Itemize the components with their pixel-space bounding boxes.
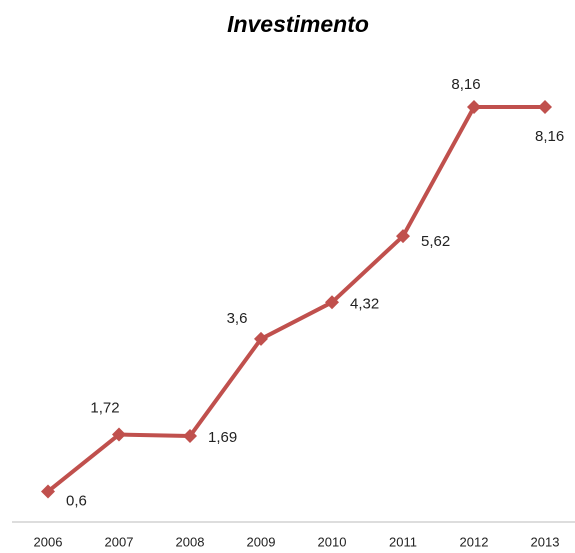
data-label: 8,16 <box>535 128 564 145</box>
marker <box>396 229 410 244</box>
data-label: 8,16 <box>451 76 480 93</box>
marker <box>325 295 339 310</box>
marker <box>112 427 126 442</box>
x-tick-label: 2006 <box>34 534 63 549</box>
x-tick-label: 2008 <box>176 534 205 549</box>
marker <box>41 484 55 499</box>
data-label: 0,6 <box>66 492 87 509</box>
x-tick-label: 2009 <box>247 534 276 549</box>
marker <box>538 100 552 114</box>
x-tick-label: 2013 <box>531 534 560 549</box>
x-tick-label: 2010 <box>318 534 347 549</box>
marker <box>467 100 481 114</box>
data-label: 5,62 <box>421 233 450 250</box>
marker <box>183 429 197 444</box>
data-label: 1,72 <box>90 399 119 416</box>
data-label: 3,6 <box>227 310 248 327</box>
chart-title: Investimento <box>227 11 369 37</box>
x-tick-label: 2007 <box>105 534 134 549</box>
x-tick-label: 2011 <box>389 534 417 549</box>
x-tick-label: 2012 <box>460 534 489 549</box>
line <box>46 105 545 494</box>
data-label: 1,69 <box>208 429 237 446</box>
marker <box>254 331 268 346</box>
data-label: 4,32 <box>350 295 379 312</box>
